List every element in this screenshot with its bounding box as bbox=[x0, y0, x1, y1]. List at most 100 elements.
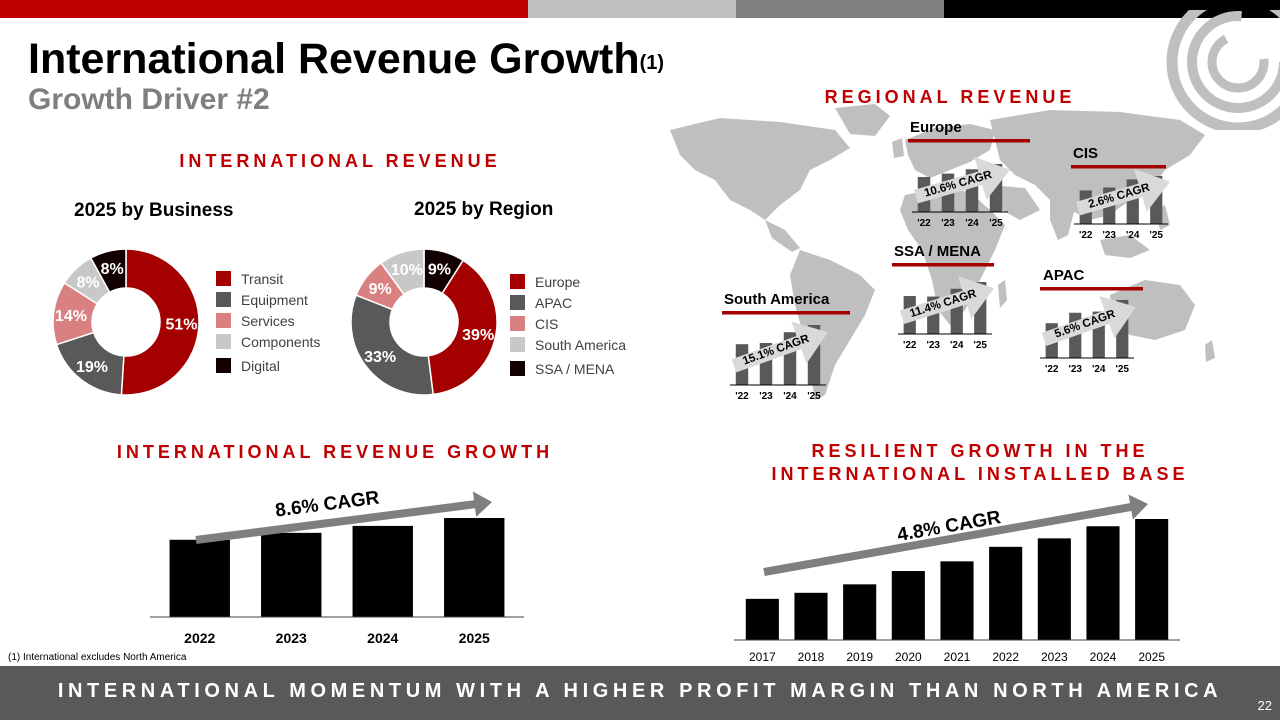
cis-mini-chart: CIS'22'23'24'252.6% CAGR bbox=[1071, 145, 1170, 241]
legend-swatch bbox=[216, 334, 231, 349]
x-tick-label: 2019 bbox=[846, 650, 873, 664]
slice-label: 8% bbox=[101, 261, 124, 278]
mini-tick-label: '22 bbox=[735, 391, 749, 402]
bar bbox=[843, 584, 877, 640]
mini-tick-label: '24 bbox=[783, 391, 797, 402]
mini-tick-label: '25 bbox=[807, 391, 821, 402]
slice-label: 10% bbox=[391, 262, 423, 279]
top-bar-gray bbox=[736, 0, 944, 18]
donut-slice bbox=[427, 259, 498, 396]
bar bbox=[989, 546, 1023, 640]
bar bbox=[745, 598, 779, 640]
cagr-arrow bbox=[195, 491, 492, 544]
legend-swatch bbox=[510, 295, 525, 310]
international-revenue-growth-heading: INTERNATIONAL REVENUE GROWTH bbox=[116, 442, 554, 462]
mini-tick-label: '25 bbox=[973, 340, 987, 351]
bar bbox=[352, 525, 413, 617]
top-bar-red bbox=[0, 0, 528, 18]
bar bbox=[891, 571, 925, 640]
cagr-arrow bbox=[763, 494, 1148, 576]
business-legend: Transit Equipment Services Components Di… bbox=[216, 268, 320, 376]
x-tick-label: 2024 bbox=[367, 630, 398, 646]
legend-item: CIS bbox=[510, 313, 626, 334]
mini-tick-label: '23 bbox=[1068, 364, 1082, 375]
mini-cagr-label: 15.1% CAGR bbox=[741, 333, 811, 368]
slice-label: 9% bbox=[428, 262, 451, 279]
donut-slice bbox=[120, 248, 200, 396]
legend-item: APAC bbox=[510, 292, 626, 313]
region-donut-chart: 9% 39% 33% 9% 10% bbox=[350, 248, 498, 396]
region-legend: Europe APAC CIS South America SSA / MENA bbox=[510, 271, 626, 379]
regional-revenue-heading: REGIONAL REVENUE bbox=[824, 87, 1076, 107]
south-america-mini-chart: South America '22 '23 '24 '25 15.1% CAGR bbox=[722, 291, 850, 402]
page-number: 22 bbox=[1257, 698, 1272, 713]
region-donut-title: 2025 by Region bbox=[414, 199, 554, 220]
installed-base-growth-chart: 2017 2018 2019 2020 2021 2022 2023 2024 20254.8%… bbox=[734, 494, 1180, 664]
footnote: (1) International excludes North America bbox=[8, 652, 187, 663]
region-underline bbox=[1071, 165, 1166, 169]
legend-swatch bbox=[216, 358, 231, 373]
mini-cagr-arrow bbox=[899, 276, 994, 325]
legend-item: Services bbox=[216, 310, 320, 331]
world-map bbox=[670, 104, 1215, 400]
installed-base-heading-line2: INTERNATIONAL INSTALLED BASE bbox=[771, 464, 1189, 484]
mini-tick-label: '25 bbox=[989, 218, 1003, 229]
legend-item: Europe bbox=[510, 271, 626, 292]
bar bbox=[940, 561, 974, 640]
international-revenue-heading: INTERNATIONAL REVENUE bbox=[179, 151, 501, 171]
mini-cagr-arrow bbox=[1041, 296, 1136, 347]
legend-swatch bbox=[216, 271, 231, 286]
legend-item: Components bbox=[216, 331, 320, 352]
x-tick-label: 2023 bbox=[276, 630, 307, 646]
bar bbox=[1135, 519, 1169, 640]
apac-mini-chart: APAC'22'23'24'255.6% CAGR bbox=[1040, 267, 1143, 375]
mini-cagr-arrow bbox=[914, 156, 1010, 204]
logo-rings-icon bbox=[1166, 10, 1280, 130]
region-title: Europe bbox=[910, 119, 962, 136]
mini-tick-label: '22 bbox=[903, 340, 917, 351]
mini-tick-label: '22 bbox=[1079, 230, 1093, 241]
mini-tick-label: '24 bbox=[965, 218, 979, 229]
mini-cagr-arrow bbox=[731, 321, 828, 373]
legend-swatch bbox=[216, 313, 231, 328]
legend-item: Digital bbox=[216, 355, 320, 376]
legend-item: SSA / MENA bbox=[510, 358, 626, 379]
legend-swatch bbox=[510, 274, 525, 289]
x-tick-label: 2017 bbox=[749, 650, 776, 664]
mini-tick-label: '23 bbox=[926, 340, 940, 351]
page-title: International Revenue Growth(1) bbox=[28, 35, 665, 83]
region-underline bbox=[908, 139, 1030, 143]
x-tick-label: 2021 bbox=[944, 650, 971, 664]
mini-tick-label: '22 bbox=[917, 218, 931, 229]
legend-item: Transit bbox=[216, 268, 320, 289]
legend-swatch bbox=[216, 292, 231, 307]
bar bbox=[444, 518, 505, 617]
donut-slice bbox=[350, 294, 434, 396]
banner-text: INTERNATIONAL MOMENTUM WITH A HIGHER PRO… bbox=[57, 680, 1223, 702]
legend-swatch bbox=[510, 361, 525, 376]
region-title: South America bbox=[724, 291, 830, 308]
business-donut-title: 2025 by Business bbox=[74, 200, 234, 221]
region-title: SSA / MENA bbox=[894, 243, 981, 260]
installed-base-heading-line1: RESILIENT GROWTH IN THE bbox=[811, 441, 1149, 461]
x-tick-label: 2020 bbox=[895, 650, 922, 664]
mini-tick-label: '24 bbox=[950, 340, 964, 351]
top-bar-light-gray bbox=[528, 0, 736, 18]
mini-tick-label: '24 bbox=[1126, 230, 1140, 241]
mini-tick-label: '23 bbox=[941, 218, 955, 229]
x-tick-label: 2018 bbox=[798, 650, 825, 664]
bottom-banner: INTERNATIONAL MOMENTUM WITH A HIGHER PRO… bbox=[0, 666, 1280, 720]
region-underline bbox=[722, 311, 850, 315]
slice-label: 33% bbox=[364, 349, 396, 366]
business-donut-chart: 51% 19% 14% 8%8% bbox=[52, 248, 200, 396]
bar bbox=[1037, 538, 1071, 640]
region-underline bbox=[1040, 287, 1143, 291]
mini-tick-label: '23 bbox=[759, 391, 773, 402]
x-tick-label: 2025 bbox=[459, 630, 490, 646]
top-color-bar bbox=[0, 0, 1280, 18]
legend-swatch bbox=[510, 316, 525, 331]
bar bbox=[1086, 526, 1120, 640]
mini-tick-label: '22 bbox=[1045, 364, 1059, 375]
